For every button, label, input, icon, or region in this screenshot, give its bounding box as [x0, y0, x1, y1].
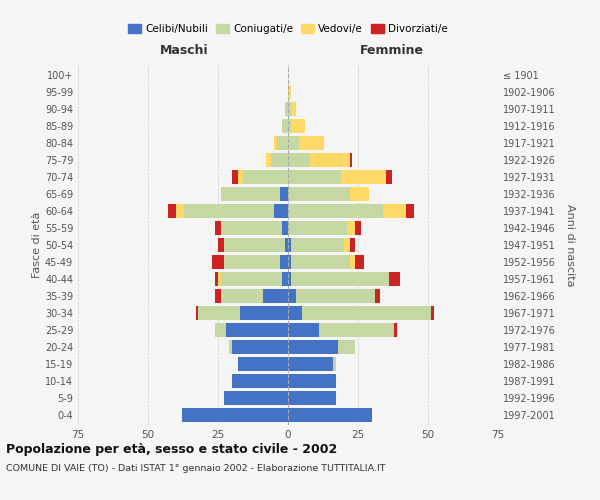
Bar [232, 170, 238, 184]
Text: Popolazione per età, sesso e stato civile - 2002: Popolazione per età, sesso e stato civil… [6, 442, 337, 456]
Bar [406, 204, 414, 218]
Bar [291, 255, 350, 269]
Bar [386, 170, 392, 184]
Bar [288, 102, 291, 117]
Bar [221, 187, 280, 202]
Bar [291, 102, 296, 117]
Bar [338, 340, 355, 354]
Bar [238, 170, 243, 184]
Bar [238, 356, 288, 371]
Bar [285, 102, 288, 117]
Bar [288, 170, 341, 184]
Bar [375, 288, 380, 303]
Bar [226, 322, 288, 337]
Bar [196, 306, 199, 320]
Legend: Celibi/Nubili, Coniugati/e, Vedovi/e, Divorziati/e: Celibi/Nubili, Coniugati/e, Vedovi/e, Di… [124, 20, 452, 38]
Bar [291, 272, 389, 286]
Y-axis label: Fasce di età: Fasce di età [32, 212, 42, 278]
Bar [394, 322, 397, 337]
Y-axis label: Anni di nascita: Anni di nascita [565, 204, 575, 286]
Bar [176, 204, 184, 218]
Bar [212, 255, 224, 269]
Bar [288, 153, 310, 168]
Bar [350, 153, 352, 168]
Bar [288, 340, 338, 354]
Bar [383, 204, 406, 218]
Bar [241, 306, 288, 320]
Bar [283, 221, 288, 235]
Bar [182, 408, 288, 422]
Bar [350, 238, 355, 252]
Bar [229, 340, 232, 354]
Bar [243, 170, 288, 184]
Bar [288, 390, 335, 405]
Bar [302, 306, 431, 320]
Bar [232, 340, 288, 354]
Text: COMUNE DI VAIE (TO) - Dati ISTAT 1° gennaio 2002 - Elaborazione TUTTITALIA.IT: COMUNE DI VAIE (TO) - Dati ISTAT 1° genn… [6, 464, 386, 473]
Bar [215, 221, 221, 235]
Text: Maschi: Maschi [160, 44, 209, 57]
Text: Femmine: Femmine [359, 44, 424, 57]
Bar [296, 288, 375, 303]
Bar [288, 272, 291, 286]
Bar [288, 238, 291, 252]
Bar [319, 322, 394, 337]
Bar [184, 204, 274, 218]
Bar [291, 119, 305, 134]
Bar [355, 221, 361, 235]
Bar [288, 255, 291, 269]
Bar [215, 272, 218, 286]
Bar [215, 288, 221, 303]
Bar [291, 238, 344, 252]
Bar [299, 136, 325, 150]
Bar [285, 238, 288, 252]
Bar [344, 238, 350, 252]
Bar [224, 255, 280, 269]
Bar [288, 408, 372, 422]
Bar [288, 288, 296, 303]
Bar [274, 204, 288, 218]
Bar [431, 306, 434, 320]
Bar [355, 255, 364, 269]
Bar [288, 374, 335, 388]
Bar [310, 153, 350, 168]
Bar [283, 119, 288, 134]
Bar [266, 153, 271, 168]
Bar [224, 238, 285, 252]
Bar [389, 272, 400, 286]
Bar [347, 221, 355, 235]
Bar [288, 187, 350, 202]
Bar [288, 204, 383, 218]
Bar [215, 322, 226, 337]
Bar [221, 221, 283, 235]
Bar [221, 272, 283, 286]
Bar [350, 187, 369, 202]
Bar [271, 153, 288, 168]
Bar [221, 288, 263, 303]
Bar [288, 221, 347, 235]
Bar [288, 322, 319, 337]
Bar [224, 390, 288, 405]
Bar [333, 356, 335, 371]
Bar [288, 356, 333, 371]
Bar [277, 136, 288, 150]
Bar [350, 255, 355, 269]
Bar [288, 306, 302, 320]
Bar [341, 170, 386, 184]
Bar [274, 136, 277, 150]
Bar [167, 204, 176, 218]
Bar [283, 272, 288, 286]
Bar [288, 136, 299, 150]
Bar [288, 85, 291, 100]
Bar [263, 288, 288, 303]
Bar [280, 255, 288, 269]
Bar [218, 238, 224, 252]
Bar [199, 306, 241, 320]
Bar [288, 119, 291, 134]
Bar [218, 272, 221, 286]
Bar [232, 374, 288, 388]
Bar [280, 187, 288, 202]
